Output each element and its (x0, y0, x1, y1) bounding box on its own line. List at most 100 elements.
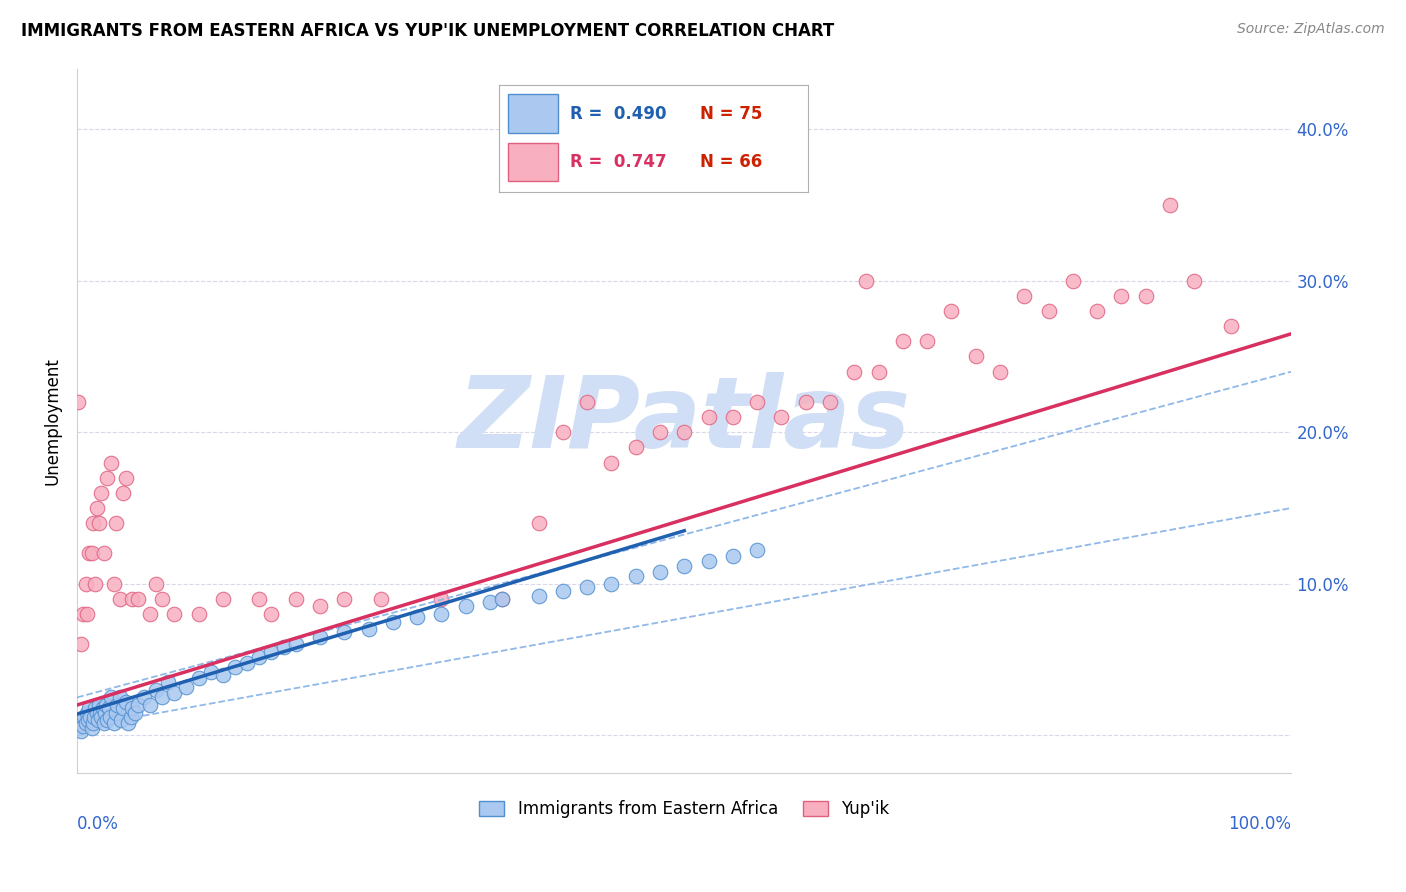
Point (1159, 198, 1181, 212)
Point (357, 622, 380, 636)
Point (100, 456, 122, 470)
Text: 0.0%: 0.0% (77, 815, 120, 833)
Point (1085, 304, 1108, 318)
Point (333, 625, 356, 640)
Point (89, 706, 111, 720)
Point (527, 516, 550, 530)
Point (915, 334, 938, 349)
Point (132, 690, 155, 705)
Point (965, 350, 987, 364)
Y-axis label: Unemployment: Unemployment (44, 357, 60, 484)
Point (87, 516, 110, 530)
Point (1111, 289, 1133, 303)
Point (82, 516, 104, 530)
Point (794, 395, 817, 409)
Point (157, 675, 180, 690)
Point (333, 591, 356, 606)
Point (454, 599, 477, 614)
Text: R =  0.747: R = 0.747 (571, 153, 666, 170)
Point (381, 615, 404, 629)
Point (127, 591, 149, 606)
Point (93, 716, 115, 731)
Point (77, 546, 100, 560)
Bar (509, 143, 558, 181)
Point (67, 395, 90, 409)
Point (103, 576, 125, 591)
Point (67, 721, 90, 735)
Point (139, 698, 162, 712)
Point (247, 649, 270, 664)
Point (145, 682, 167, 697)
Point (260, 607, 283, 621)
Point (478, 595, 501, 609)
Point (284, 591, 307, 606)
Point (624, 569, 647, 583)
Bar (509, 95, 558, 133)
Point (76, 607, 98, 621)
Point (73, 710, 96, 724)
Point (211, 667, 233, 681)
Point (1219, 319, 1241, 334)
Point (818, 395, 841, 409)
Point (103, 716, 125, 731)
Point (576, 395, 599, 409)
Point (96, 698, 118, 712)
Point (121, 701, 143, 715)
Point (600, 576, 623, 591)
Point (673, 425, 696, 440)
Point (120, 710, 142, 724)
Point (988, 365, 1011, 379)
Point (112, 701, 135, 715)
Point (721, 549, 744, 564)
Point (551, 425, 574, 440)
Point (273, 640, 295, 655)
Point (527, 589, 550, 603)
Point (648, 565, 671, 579)
Point (80, 546, 103, 560)
Point (309, 630, 332, 644)
Point (1135, 289, 1157, 303)
Point (90, 710, 112, 724)
Point (69, 723, 91, 738)
Point (747, 395, 769, 409)
Legend: Immigrants from Eastern Africa, Yup'ik: Immigrants from Eastern Africa, Yup'ik (472, 793, 896, 825)
Point (77, 701, 100, 715)
Point (70, 713, 93, 727)
Point (108, 591, 131, 606)
Point (91, 701, 114, 715)
Point (150, 591, 173, 606)
Text: R =  0.490: R = 0.490 (571, 104, 666, 122)
Text: ZIPatlas: ZIPatlas (458, 372, 911, 469)
Text: N = 75: N = 75 (700, 104, 762, 122)
Point (105, 698, 128, 712)
Text: N = 66: N = 66 (700, 153, 762, 170)
Point (79, 710, 101, 724)
Point (127, 698, 149, 712)
Point (770, 410, 793, 425)
Point (84, 576, 107, 591)
Point (200, 665, 222, 679)
Point (697, 410, 720, 425)
Point (117, 716, 139, 731)
Point (87, 698, 110, 712)
Point (94, 706, 117, 720)
Point (77, 713, 100, 727)
Point (114, 471, 136, 485)
Point (1062, 274, 1084, 288)
Point (673, 558, 696, 573)
Point (114, 695, 136, 709)
Point (80, 721, 103, 735)
Text: 100.0%: 100.0% (1229, 815, 1292, 833)
Point (87, 713, 110, 727)
Point (224, 660, 246, 674)
Point (697, 554, 720, 568)
Point (370, 591, 392, 606)
Point (1182, 274, 1205, 288)
Point (104, 516, 127, 530)
Point (98, 710, 121, 724)
Text: IMMIGRANTS FROM EASTERN AFRICA VS YUP'IK UNEMPLOYMENT CORRELATION CHART: IMMIGRANTS FROM EASTERN AFRICA VS YUP'IK… (21, 22, 834, 40)
Point (93, 546, 115, 560)
Point (491, 591, 513, 606)
Point (90, 486, 112, 500)
Point (69, 716, 91, 731)
